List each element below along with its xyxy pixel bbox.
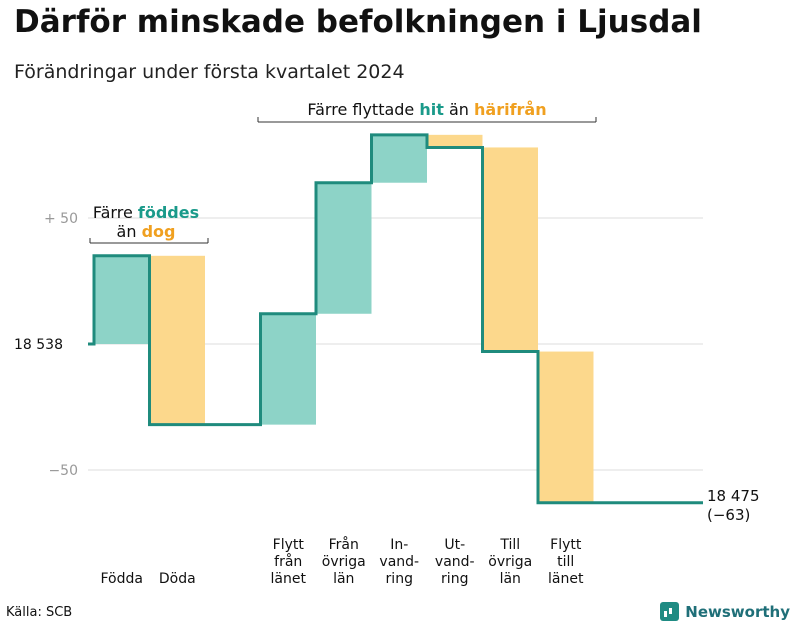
category-label: länet: [548, 571, 584, 587]
chart-subtitle: Förändringar under första kvartalet 2024: [14, 61, 405, 83]
end-value-label: 18 475: [707, 487, 760, 505]
annotation-births-line1: Färre föddes: [93, 203, 199, 222]
annotation-moves: Färre flyttade hit än härifrån: [307, 100, 546, 119]
category-label: vand-: [435, 554, 475, 570]
category-label: övriga: [322, 554, 366, 570]
waterfall-bar: [94, 255, 150, 344]
annotation-text: Färre: [93, 203, 138, 222]
baseline-label: 18 538: [14, 337, 63, 353]
annotation-highlight-teal: föddes: [138, 203, 199, 222]
category-label: Till: [499, 537, 520, 553]
bar-chart-icon: [660, 602, 680, 621]
end-change-label: (−63): [707, 506, 750, 524]
brand-logo: Newsworthy: [660, 602, 790, 621]
category-label: In-: [390, 537, 408, 553]
y-tick-label: −50: [48, 463, 78, 479]
category-label: Flytt: [550, 537, 582, 553]
category-label: län: [500, 571, 521, 587]
waterfall-bar: [371, 134, 427, 183]
waterfall-bar: [260, 313, 316, 425]
annotation-text: än: [444, 100, 474, 119]
source-note: Källa: SCB: [6, 605, 73, 620]
annotation-births-line2: än dog: [117, 222, 176, 241]
category-label: övriga: [488, 554, 532, 570]
category-label: ring: [386, 571, 413, 587]
category-label: ring: [441, 571, 468, 587]
waterfall-bar: [149, 255, 205, 425]
waterfall-bar: [427, 134, 483, 148]
chart-title: Därför minskade befolkningen i Ljusdal: [14, 4, 702, 40]
category-label: Födda: [101, 571, 143, 587]
annotation-highlight-orange: dog: [142, 222, 176, 241]
category-label: Flytt: [273, 537, 305, 553]
category-label: vand-: [379, 554, 419, 570]
category-label: Döda: [159, 571, 196, 587]
annotation-text: än: [117, 222, 142, 241]
cumulative-line: [88, 133, 703, 505]
waterfall-bar: [316, 182, 372, 314]
category-label: Från: [329, 536, 359, 553]
category-label: Ut-: [444, 537, 465, 553]
annotation-text: Färre flyttade: [307, 100, 419, 119]
waterfall-bar: [538, 351, 594, 503]
category-label: till: [557, 554, 574, 570]
category-label: länet: [271, 571, 307, 587]
category-label: från: [274, 553, 302, 570]
annotation-highlight: hit: [419, 100, 444, 119]
category-label: län: [333, 571, 354, 587]
annotation-highlight: härifrån: [474, 100, 547, 119]
y-tick-label: + 50: [44, 211, 78, 227]
waterfall-bar: [482, 147, 538, 352]
brand-name: Newsworthy: [685, 602, 790, 621]
